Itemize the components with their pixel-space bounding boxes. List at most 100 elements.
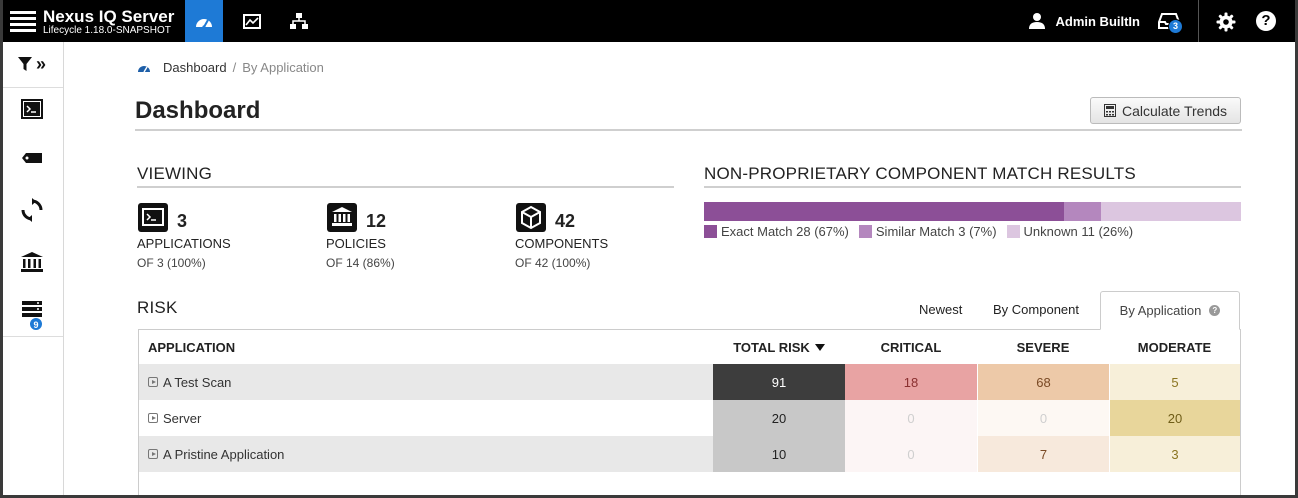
similar-match-segment[interactable] bbox=[1063, 202, 1102, 221]
institution-icon bbox=[327, 203, 357, 232]
column-header-critical[interactable]: CRITICAL bbox=[880, 339, 942, 355]
calculator-icon bbox=[1103, 104, 1116, 117]
unknown-segment[interactable] bbox=[1101, 202, 1241, 221]
similar-match-swatch bbox=[858, 225, 872, 238]
viewing-divider bbox=[137, 186, 674, 188]
column-header-total-risk[interactable]: TOTAL RISK bbox=[713, 330, 845, 364]
expand-icon[interactable] bbox=[148, 413, 158, 423]
total-risk-cell: 91 bbox=[713, 364, 845, 400]
user-icon bbox=[1028, 13, 1045, 29]
app-name: A Pristine Application bbox=[163, 446, 285, 462]
sidebar-item-lifecycle[interactable] bbox=[0, 190, 63, 230]
components-sub: OF 42 (100%) bbox=[515, 256, 591, 270]
viewing-heading: VIEWING bbox=[137, 164, 213, 183]
table-row[interactable]: Server 20 0 0 20 bbox=[139, 400, 1240, 436]
policies-sub: OF 14 (86%) bbox=[326, 256, 395, 270]
sidebar-item-applications[interactable] bbox=[0, 89, 63, 129]
sidebar-divider bbox=[0, 336, 63, 337]
breadcrumb-current: By Application bbox=[242, 60, 324, 75]
column-header-severe[interactable]: SEVERE bbox=[1016, 339, 1070, 355]
legend-unknown: Unknown 11 (26%) bbox=[1006, 224, 1134, 239]
notification-badge: 3 bbox=[1168, 19, 1183, 34]
dashboard-gauge-icon bbox=[196, 19, 212, 29]
breadcrumb-home-link[interactable]: Dashboard bbox=[163, 60, 227, 75]
match-results-divider bbox=[704, 186, 1241, 188]
app-name: Server bbox=[163, 410, 202, 426]
legend-similar-label: Similar Match 3 (7%) bbox=[875, 224, 997, 239]
match-results-bar bbox=[704, 202, 1241, 221]
cube-icon bbox=[516, 203, 546, 232]
calculate-trends-button[interactable]: Calculate Trends bbox=[1090, 97, 1241, 124]
total-risk-label: TOTAL RISK bbox=[733, 339, 810, 355]
critical-cell: 0 bbox=[845, 400, 977, 436]
components-label: COMPONENTS bbox=[515, 236, 609, 251]
sidebar-item-policies[interactable] bbox=[0, 242, 63, 282]
table-row[interactable]: A Test Scan 91 18 68 5 bbox=[139, 364, 1240, 400]
legend-exact-label: Exact Match 28 (67%) bbox=[721, 224, 849, 239]
gear-icon bbox=[1216, 12, 1236, 32]
breadcrumb: Dashboard / By Application bbox=[137, 60, 324, 75]
table-row[interactable]: A Pristine Application 10 0 7 3 bbox=[139, 436, 1240, 472]
severe-cell: 7 bbox=[977, 436, 1109, 472]
toolbar-divider bbox=[1198, 0, 1199, 42]
filter-toggle[interactable]: » bbox=[0, 44, 63, 84]
tag-icon bbox=[21, 153, 42, 163]
app-name: A Test Scan bbox=[163, 374, 232, 390]
app-name-cell[interactable]: A Pristine Application bbox=[148, 436, 284, 472]
legend-exact-match: Exact Match 28 (67%) bbox=[704, 224, 849, 239]
applications-label: APPLICATIONS bbox=[137, 236, 231, 251]
app-title: Nexus IQ Server bbox=[43, 7, 175, 26]
expand-icon[interactable] bbox=[148, 449, 158, 459]
settings-button[interactable] bbox=[1216, 12, 1236, 37]
legend-similar-match: Similar Match 3 (7%) bbox=[858, 224, 997, 239]
match-results-legend: Exact Match 28 (67%) Similar Match 3 (7%… bbox=[704, 224, 1133, 239]
sidebar-item-labels[interactable] bbox=[0, 138, 63, 178]
sidebar: » bbox=[0, 42, 64, 498]
notifications-button[interactable]: 3 bbox=[1158, 12, 1184, 36]
refresh-cycle-icon bbox=[21, 198, 42, 222]
applications-sub: OF 3 (100%) bbox=[137, 256, 206, 270]
total-risk-cell: 20 bbox=[713, 400, 845, 436]
severe-cell: 68 bbox=[977, 364, 1109, 400]
unknown-swatch bbox=[1006, 225, 1020, 238]
terminal-icon bbox=[138, 203, 168, 232]
severe-cell: 0 bbox=[977, 400, 1109, 436]
help-icon[interactable]: ? bbox=[1209, 305, 1221, 316]
moderate-cell: 20 bbox=[1109, 400, 1240, 436]
moderate-cell: 5 bbox=[1109, 364, 1240, 400]
chart-icon bbox=[243, 13, 261, 29]
tab-newest[interactable]: Newest bbox=[919, 302, 963, 317]
tab-by-application[interactable]: By Application ? bbox=[1100, 291, 1240, 330]
components-count: 42 bbox=[555, 211, 576, 231]
stack-list-icon bbox=[21, 301, 42, 317]
legend-unknown-label: Unknown 11 (26%) bbox=[1023, 224, 1134, 239]
critical-cell: 0 bbox=[845, 436, 977, 472]
app-version: Lifecycle 1.18.0-SNAPSHOT bbox=[43, 25, 171, 36]
exact-match-segment[interactable] bbox=[704, 202, 1064, 221]
breadcrumb-separator: / bbox=[232, 60, 237, 75]
user-menu[interactable]: Admin BuiltIn bbox=[1028, 0, 1140, 42]
menu-icon[interactable] bbox=[10, 11, 36, 33]
sidebar-divider bbox=[0, 87, 63, 88]
app-name-cell[interactable]: A Test Scan bbox=[148, 364, 231, 400]
app-name-cell[interactable]: Server bbox=[148, 400, 201, 436]
total-risk-cell: 10 bbox=[713, 436, 845, 472]
column-header-moderate[interactable]: MODERATE bbox=[1137, 339, 1212, 355]
nav-tab-organizations[interactable] bbox=[280, 0, 318, 42]
sidebar-item-components[interactable] bbox=[0, 290, 63, 330]
critical-cell: 18 bbox=[845, 364, 977, 400]
help-icon[interactable]: ? bbox=[1256, 11, 1276, 31]
nav-tab-dashboard[interactable] bbox=[185, 0, 223, 42]
policies-count: 12 bbox=[366, 211, 387, 231]
tab-by-component[interactable]: By Component bbox=[993, 302, 1079, 317]
expand-icon[interactable] bbox=[148, 377, 158, 387]
dashboard-gauge-icon bbox=[138, 66, 150, 73]
column-header-application[interactable]: APPLICATION bbox=[148, 339, 236, 355]
nav-tab-reports[interactable] bbox=[233, 0, 271, 42]
sort-descending-icon bbox=[814, 343, 825, 351]
title-divider bbox=[135, 129, 1242, 131]
components-count-badge: 9 bbox=[29, 317, 43, 331]
match-results-heading: NON-PROPRIETARY COMPONENT MATCH RESULTS bbox=[704, 164, 1136, 183]
exact-match-swatch bbox=[704, 225, 717, 238]
policies-label: POLICIES bbox=[326, 236, 386, 251]
